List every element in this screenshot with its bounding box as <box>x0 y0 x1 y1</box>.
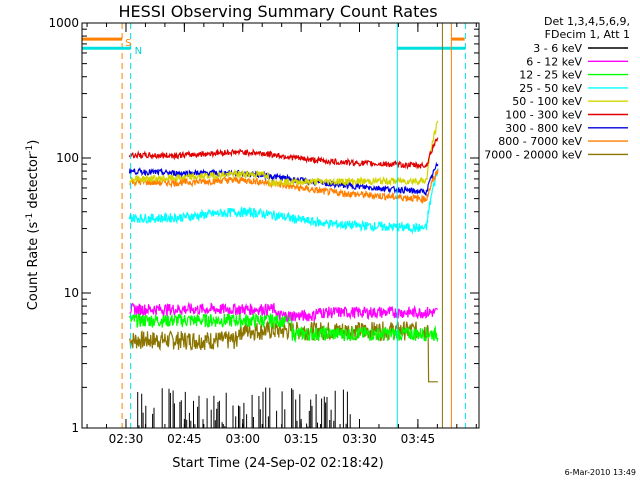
series-0-line <box>137 387 351 428</box>
tick-layer: 1 10 100 1000 02:30 02:45 03:00 03:15 03:30 03:45 <box>48 16 479 446</box>
x-tick-label: 03:45 <box>401 432 436 446</box>
legend-entry-label: 25 - 50 keV <box>519 82 582 95</box>
series-2-line <box>128 311 439 343</box>
y-tick-label: 1000 <box>48 16 79 30</box>
legend-header-2: FDecim 1, Att 1 <box>545 28 630 41</box>
legend-entry-label: 6 - 12 keV <box>526 55 582 68</box>
legend-entry-label: 300 - 800 keV <box>505 122 582 135</box>
series-6-line <box>128 161 439 197</box>
y-axis-label: Count Rate (s-1 detector-1) <box>25 140 41 311</box>
legend-entry-label: 7000 - 20000 keV <box>484 148 582 161</box>
series-5-line <box>128 137 439 170</box>
plot-frame <box>81 22 480 429</box>
series-7-line <box>129 169 439 205</box>
x-tick-label: 02:45 <box>167 432 202 446</box>
series-8-line <box>128 319 438 383</box>
y-tick-label: 1 <box>71 421 79 435</box>
legend-entry-label: 12 - 25 keV <box>519 69 582 82</box>
legend-header-1: Det 1,3,4,5,6,9, <box>544 15 630 28</box>
saa-label: S <box>125 38 131 49</box>
series-4-line <box>129 120 439 188</box>
x-tick-label: 03:15 <box>284 432 319 446</box>
x-axis-label: Start Time (24-Sep-02 02:18:42) <box>172 456 383 471</box>
chart-title: HESSI Observing Summary Count Rates <box>118 2 437 21</box>
x-tick-label: 03:00 <box>225 432 260 446</box>
night-label: N <box>135 46 142 57</box>
legend-entry-label: 100 - 300 keV <box>505 109 582 122</box>
series-1-line <box>129 301 438 322</box>
data-layer: SN <box>81 23 466 428</box>
legend-entry-label: 800 - 7000 keV <box>498 135 582 148</box>
series-3-line <box>128 168 439 235</box>
timestamp: 6-Mar-2010 13:49 <box>565 468 636 477</box>
y-tick-label: 10 <box>64 286 79 300</box>
x-tick-label: 03:30 <box>342 432 377 446</box>
y-tick-label: 100 <box>56 151 79 165</box>
legend-entry-label: 50 - 100 keV <box>512 95 582 108</box>
legend-entry-label: 3 - 6 keV <box>533 42 582 55</box>
x-tick-label: 02:30 <box>109 432 144 446</box>
